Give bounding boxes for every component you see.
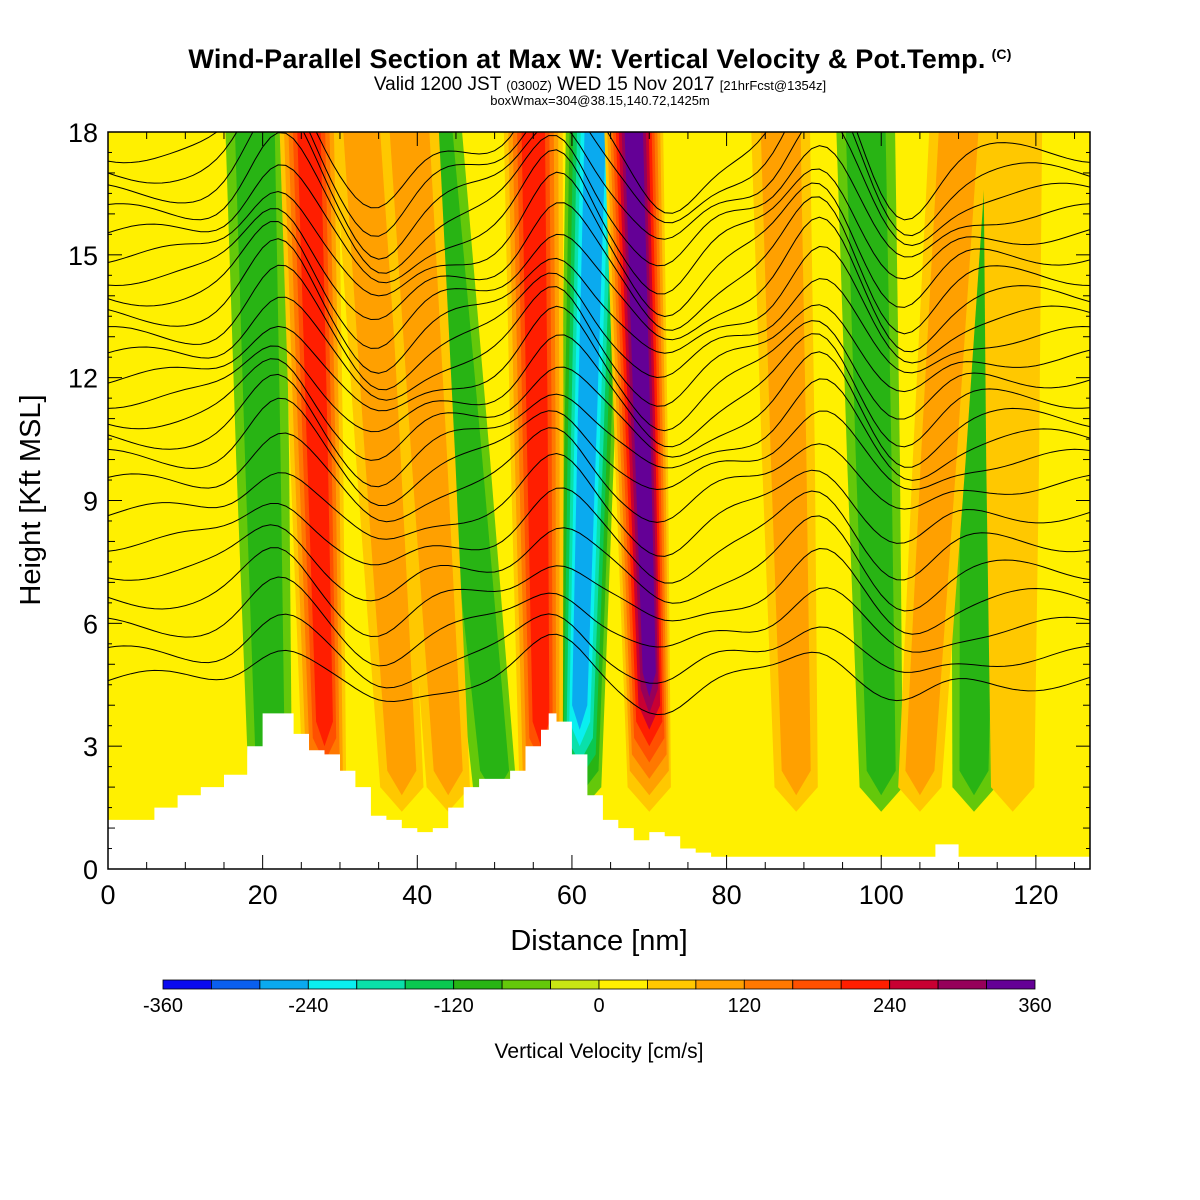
x-tick-label: 80 bbox=[712, 880, 742, 910]
forecast-note: [21hrFcst@1354z] bbox=[719, 78, 827, 93]
x-tick-label: 100 bbox=[859, 880, 904, 910]
updraft-band-7-level-40 bbox=[983, 132, 1043, 812]
box-info: boxWmax=304@38.15,140.72,1425m bbox=[490, 93, 710, 108]
colorbar: -360 -240 -120 0 120 240 360 bbox=[143, 979, 1052, 1017]
colorbar-swatch bbox=[550, 979, 600, 990]
colorbar-swatch bbox=[840, 979, 891, 990]
x-tick-label: 0 bbox=[100, 880, 115, 910]
theta-contour-18 bbox=[108, 171, 1090, 318]
theta-contour-11 bbox=[108, 333, 1090, 448]
colorbar-swatch bbox=[986, 979, 1036, 990]
colorbar-swatch bbox=[695, 979, 745, 990]
y-axis: 0 3 6 9 12 15 18 bbox=[68, 118, 1090, 885]
chart-title-text: Wind-Parallel Section at Max W: Vertical… bbox=[188, 44, 986, 74]
colorbar-tick-label: -360 bbox=[143, 995, 183, 1017]
colorbar-swatch bbox=[356, 979, 406, 990]
colorbar-swatch bbox=[162, 979, 212, 990]
colorbar-swatch bbox=[889, 979, 939, 990]
updraft-band-0-level-200 bbox=[297, 132, 333, 747]
valid-prefix: Valid 1200 JST bbox=[373, 74, 501, 95]
updraft-band-3-level-200 bbox=[521, 132, 550, 747]
updraft-band-6-level-80 bbox=[905, 132, 979, 796]
chart-title: Wind-Parallel Section at Max W: Vertical… bbox=[0, 44, 1200, 75]
velocity-bands bbox=[225, 132, 1043, 812]
colorbar-swatch bbox=[501, 979, 551, 990]
theta-contours bbox=[108, 132, 1090, 716]
colorbar-tick-label: -240 bbox=[288, 995, 328, 1017]
y-tick-label: 3 bbox=[83, 732, 98, 762]
colorbar-swatch bbox=[404, 979, 455, 990]
theta-contour-0 bbox=[108, 633, 1090, 716]
x-axis-title: Distance [nm] bbox=[510, 925, 687, 957]
colorbar-swatch bbox=[792, 979, 842, 990]
valid-time-line: Valid 1200 JST (0300Z) WED 15 Nov 2017 [… bbox=[0, 74, 1200, 96]
y-axis-title: Height [Kft MSL] bbox=[15, 394, 47, 605]
theta-contour-17 bbox=[108, 196, 1090, 335]
theta-contour-21 bbox=[108, 132, 1090, 260]
theta-contour-7 bbox=[108, 427, 1090, 523]
theta-contour-4 bbox=[108, 515, 1090, 612]
colorbar-swatch bbox=[937, 979, 987, 990]
colorbar-swatch bbox=[259, 979, 309, 990]
downdraft-band-3-level-80 bbox=[845, 132, 896, 796]
downdraft-band-0-level-80 bbox=[235, 132, 285, 796]
copyright-mark: (C) bbox=[991, 46, 1012, 62]
theta-contour-23 bbox=[108, 132, 1090, 221]
colorbar-tick-label: 360 bbox=[1018, 995, 1051, 1017]
theta-contour-12 bbox=[108, 305, 1090, 432]
y-tick-label: 18 bbox=[68, 118, 98, 148]
colorbar-swatch bbox=[743, 979, 794, 990]
theta-contour-16 bbox=[108, 216, 1090, 353]
valid-zulu: (0300Z) bbox=[506, 78, 552, 93]
updraft-band-5-level-80 bbox=[760, 132, 811, 796]
theta-contour-20 bbox=[108, 132, 1090, 274]
y-tick-label: 6 bbox=[83, 609, 98, 639]
valid-date: WED 15 Nov 2017 bbox=[557, 74, 715, 95]
x-tick-label: 40 bbox=[402, 880, 432, 910]
updraft-band-1-level-80 bbox=[343, 132, 417, 796]
colorbar-swatch bbox=[598, 979, 648, 990]
colorbar-swatch bbox=[210, 979, 261, 990]
terrain-profile bbox=[108, 713, 1090, 869]
theta-contour-2 bbox=[108, 576, 1090, 667]
theta-contour-1 bbox=[108, 613, 1090, 689]
colorbar-swatch bbox=[307, 979, 358, 990]
updraft-band-4-level-320 bbox=[624, 132, 656, 697]
theta-contour-6 bbox=[108, 452, 1090, 557]
theta-contour-14 bbox=[108, 264, 1090, 391]
theta-contour-19 bbox=[108, 149, 1090, 295]
x-tick-label: 20 bbox=[248, 880, 278, 910]
y-tick-label: 9 bbox=[83, 487, 98, 517]
x-tick-label: 60 bbox=[557, 880, 587, 910]
updraft-band-2-level-80 bbox=[389, 132, 463, 796]
colorbar-title: Vertical Velocity [cm/s] bbox=[495, 1040, 704, 1063]
theta-contour-15 bbox=[108, 238, 1090, 374]
x-axis: 0 20 40 60 80 100 120 bbox=[100, 132, 1076, 910]
theta-contour-5 bbox=[108, 487, 1090, 584]
theta-contour-13 bbox=[108, 286, 1090, 407]
downdraft-band-1-level-240 bbox=[572, 132, 606, 730]
y-tick-label: 0 bbox=[83, 855, 98, 885]
y-tick-label: 15 bbox=[68, 241, 98, 271]
terrain-mask bbox=[108, 713, 1090, 869]
colorbar-swatch bbox=[453, 979, 503, 990]
theta-contour-9 bbox=[108, 373, 1090, 488]
theta-contour-10 bbox=[108, 351, 1090, 468]
theta-contour-3 bbox=[108, 547, 1090, 638]
colorbar-tick-label: 0 bbox=[593, 995, 604, 1017]
x-tick-label: 120 bbox=[1013, 880, 1058, 910]
colorbar-tick-label: -120 bbox=[434, 995, 474, 1017]
colorbar-swatch bbox=[647, 979, 697, 990]
y-tick-label: 12 bbox=[68, 364, 98, 394]
colorbar-tick-label: 240 bbox=[873, 995, 906, 1017]
colorbar-tick-label: 120 bbox=[728, 995, 761, 1017]
theta-contour-22 bbox=[108, 132, 1090, 237]
theta-contour-8 bbox=[108, 397, 1090, 507]
